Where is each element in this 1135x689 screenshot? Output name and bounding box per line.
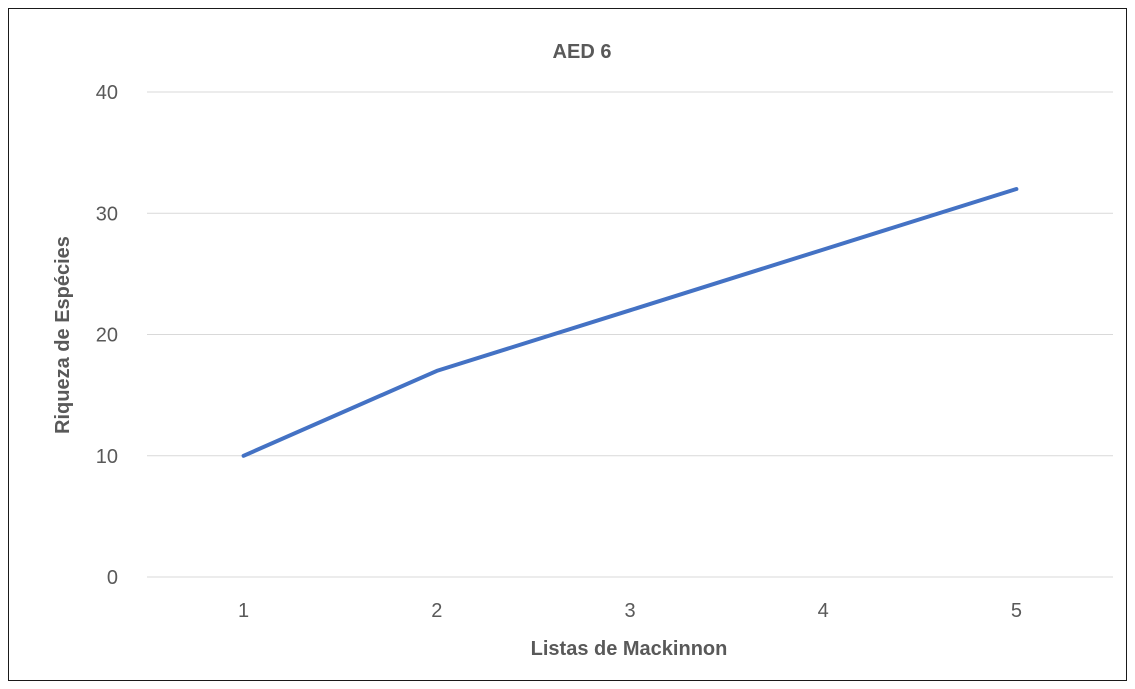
y-tick-label: 40 — [96, 82, 118, 104]
y-tick-label: 0 — [107, 567, 118, 589]
series-line — [241, 187, 1019, 458]
y-axis-ticks: 0 10 20 30 40 — [96, 82, 118, 589]
x-tick-label: 3 — [624, 600, 635, 622]
y-axis-label: Riqueza de Espécies — [52, 236, 74, 434]
x-tick-label: 2 — [431, 600, 442, 622]
x-tick-label: 5 — [1011, 600, 1022, 622]
x-axis-label: Listas de Mackinnon — [531, 638, 728, 660]
x-axis-ticks: 1 2 3 4 5 — [238, 600, 1022, 622]
gridlines — [147, 91, 1113, 578]
x-tick-label: 4 — [818, 600, 829, 622]
y-tick-label: 20 — [96, 325, 118, 347]
chart-frame — [8, 8, 1127, 681]
chart-title: AED 6 — [553, 41, 612, 63]
y-tick-label: 30 — [96, 203, 118, 225]
y-tick-label: 10 — [96, 446, 118, 468]
x-tick-label: 1 — [238, 600, 249, 622]
series-layer — [241, 187, 1019, 458]
